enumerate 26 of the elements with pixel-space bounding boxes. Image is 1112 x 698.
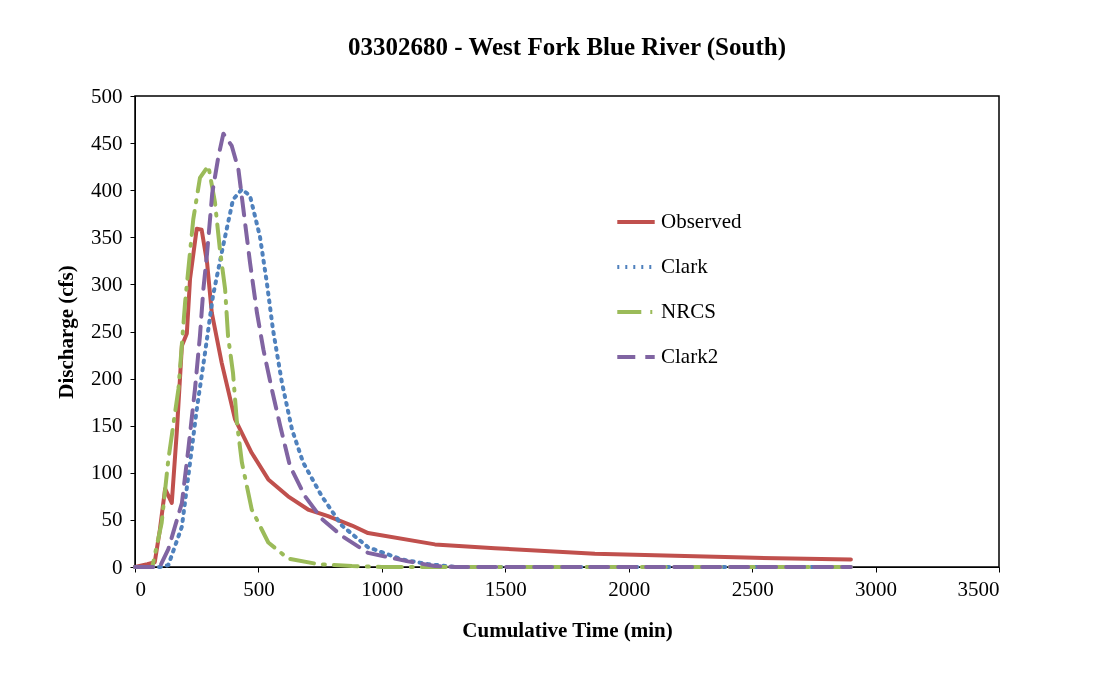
y-tick-label: 250 bbox=[91, 319, 123, 343]
y-tick-label: 100 bbox=[91, 460, 123, 485]
y-tick-label: 500 bbox=[91, 83, 123, 108]
y-axis-title: Discharge (cfs) bbox=[54, 265, 78, 399]
y-tick-label: 300 bbox=[91, 271, 123, 296]
x-tick-label: 500 bbox=[243, 576, 275, 601]
y-tick-label: 150 bbox=[91, 413, 123, 438]
x-tick-label: 0 bbox=[135, 576, 146, 601]
y-tick-label: 450 bbox=[91, 130, 123, 155]
legend-label: Clark bbox=[661, 254, 709, 278]
y-tick-label: 200 bbox=[91, 366, 123, 391]
x-tick-label: 2000 bbox=[608, 576, 651, 601]
legend-label: Clark2 bbox=[661, 344, 719, 368]
legend-label: NRCS bbox=[661, 299, 716, 323]
y-tick-label: 50 bbox=[101, 507, 123, 532]
y-tick-label: 350 bbox=[91, 224, 123, 249]
x-tick-label: 1500 bbox=[484, 576, 527, 601]
y-tick-label: 400 bbox=[91, 177, 123, 202]
x-tick-label: 3500 bbox=[957, 576, 1000, 601]
chart-title: 03302680 - West Fork Blue River (South) bbox=[348, 33, 786, 61]
x-tick-label: 2500 bbox=[731, 576, 774, 601]
legend-label: Observed bbox=[661, 209, 742, 233]
x-axis-title: Cumulative Time (min) bbox=[462, 617, 673, 642]
x-tick-label: 3000 bbox=[855, 576, 898, 601]
x-tick-label: 1000 bbox=[361, 576, 404, 601]
y-tick-label: 0 bbox=[112, 554, 123, 579]
